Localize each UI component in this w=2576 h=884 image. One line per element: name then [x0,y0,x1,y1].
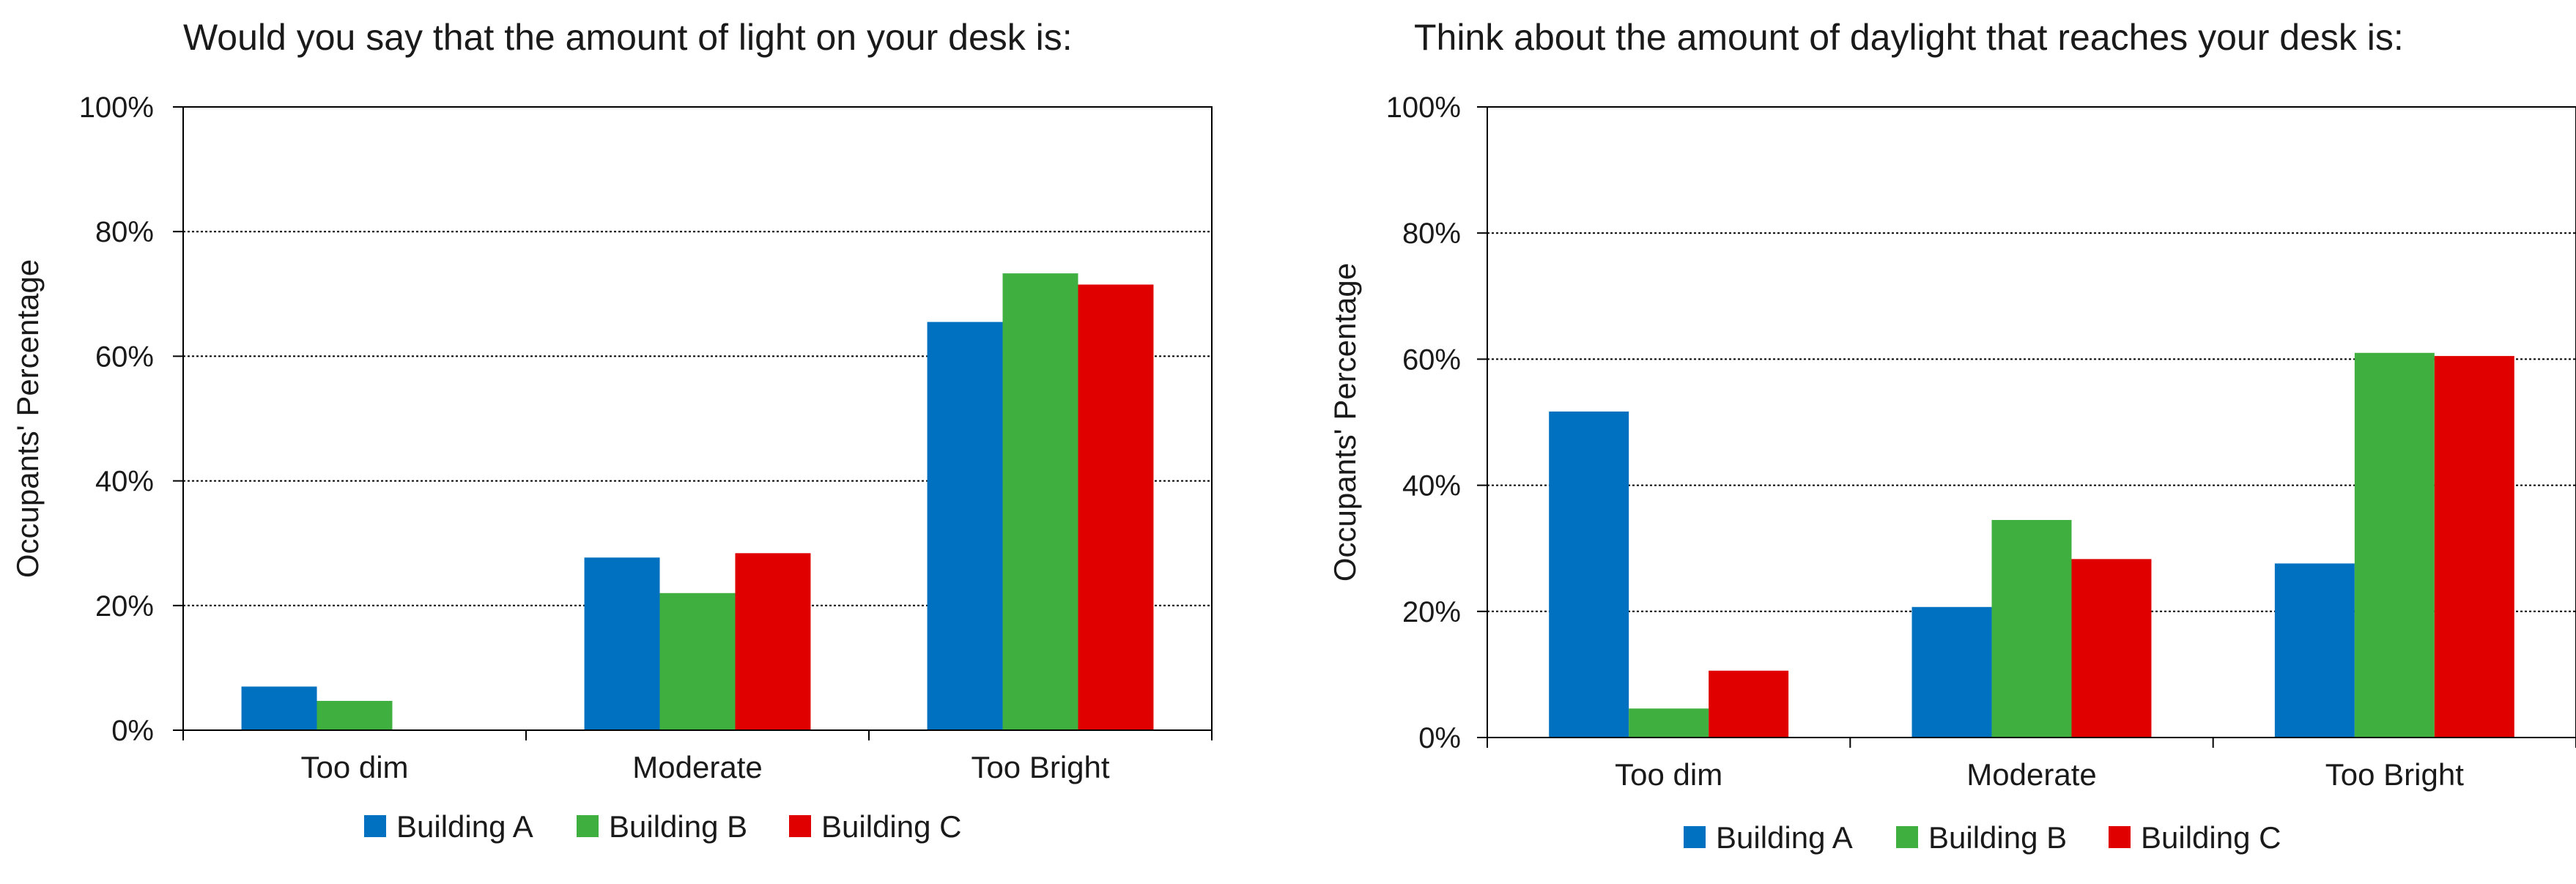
legend-label-building-a: Building A [1716,820,1853,855]
x-category-label: Too Bright [2325,757,2464,792]
plot-frame [182,106,1213,731]
chart-panel-light: Would you say that the amount of light o… [10,17,1213,844]
legend-swatch-building-b [1896,826,1918,848]
y-tick-label: 0% [111,715,154,747]
bar-building-b-moderate [659,593,736,730]
bar-building-b-moderate [1991,519,2072,738]
legend-swatch-building-c [789,815,811,837]
legend-swatch-building-a [1684,826,1706,848]
y-tick-label: 20% [95,590,154,623]
bar-building-a-too-bright [927,322,1003,731]
legend-label-building-b: Building B [609,809,747,844]
bar-building-b-too-bright [1002,273,1078,730]
bar-building-c-moderate [2071,559,2152,738]
y-tick-label: 40% [1402,470,1461,502]
y-tick-label: 100% [79,92,154,124]
bar-building-b-too-bright [2354,352,2435,738]
y-axis-title: Occupants' Percentage [1328,263,1362,582]
y-tick-label: 80% [95,216,154,248]
y-tick-label: 20% [1402,596,1461,628]
chart-panel-daylight: Think about the amount of daylight that … [1288,0,2576,884]
bar-building-a-moderate [1911,606,1992,738]
x-category-label: Too Bright [971,750,1109,784]
y-tick-label: 60% [1402,343,1461,376]
legend-label-building-c: Building C [821,809,961,844]
bar-building-a-moderate [584,557,660,730]
legend-swatch-building-c [2109,826,2131,848]
chart-title: Think about the amount of daylight that … [1414,17,2404,58]
x-category-label: Moderate [632,750,762,784]
bar-building-c-moderate [735,553,811,730]
bar-building-b-too-dim [1629,708,1709,738]
plot-frame [1487,106,2576,738]
bar-building-a-too-dim [241,686,317,730]
y-tick-label: 40% [95,466,154,498]
x-category-label: Moderate [1966,757,2096,792]
bar-building-c-too-dim [1709,670,1789,738]
legend-swatch-building-a [364,815,386,837]
x-category-label: Too dim [1615,757,1722,792]
bar-building-c-too-bright [2434,356,2514,738]
bar-chart-daylight: 0% 20% 40% 60% 80% 100% Too dim Moderate Too Bri… [1328,92,2576,855]
y-tick-label: 60% [95,341,154,373]
y-tick-label: 100% [1386,92,1461,124]
bar-chart-light: 0% 20% 40% 60% 80% 100% Too dim Moderate Too Bri… [10,92,1213,844]
bar-building-a-too-dim [1549,411,1629,738]
x-category-label: Too dim [300,750,408,784]
y-tick-label: 0% [1418,722,1461,754]
legend-label-building-c: Building C [2141,820,2281,855]
bar-building-b-too-dim [317,701,393,730]
legend-label-building-b: Building B [1928,820,2067,855]
chart-title: Would you say that the amount of light o… [183,17,1073,58]
legend-swatch-building-b [577,815,599,837]
legend-label-building-a: Building A [396,809,533,844]
bar-building-c-too-bright [1078,284,1154,730]
y-tick-label: 80% [1402,218,1461,250]
bar-building-a-too-bright [2274,563,2355,738]
y-axis-title: Occupants' Percentage [10,259,45,578]
